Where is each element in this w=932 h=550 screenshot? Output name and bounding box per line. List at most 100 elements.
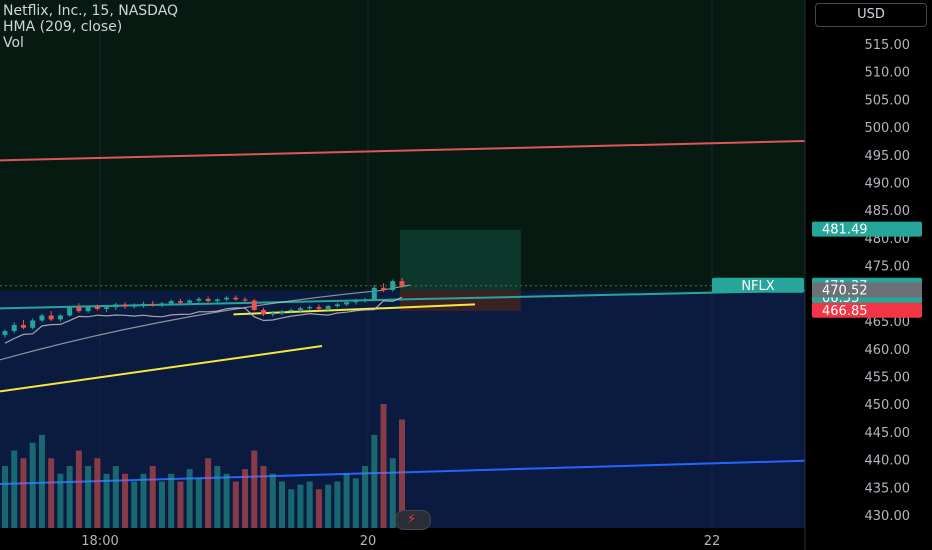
candle-body xyxy=(20,324,26,328)
candle-body xyxy=(113,304,119,308)
y-tick-label: 465.00 xyxy=(865,315,911,330)
candle-body xyxy=(39,315,45,321)
volume-bar xyxy=(20,458,27,528)
volume-bar xyxy=(131,481,138,528)
candle-body xyxy=(251,300,257,310)
volume-bar xyxy=(362,466,369,528)
y-tick-label: 490.00 xyxy=(865,177,911,192)
volume-bar xyxy=(223,473,230,528)
red-trendline xyxy=(0,139,806,162)
candle-body xyxy=(2,331,8,335)
y-tick-label: 485.00 xyxy=(865,204,911,219)
candle-body xyxy=(353,300,359,303)
candle-body xyxy=(104,307,110,309)
candle-body xyxy=(131,304,137,307)
candle-body xyxy=(242,299,248,301)
x-tick-label: 18:00 xyxy=(81,534,118,549)
candle-body xyxy=(67,307,73,316)
candle-body xyxy=(307,307,313,309)
volume-bar xyxy=(103,473,110,528)
candle-body xyxy=(334,304,340,307)
volume-bar xyxy=(2,466,8,528)
candle-body xyxy=(288,309,294,312)
flash-button[interactable]: ⚡ xyxy=(395,510,431,530)
y-tick-label: 500.00 xyxy=(865,121,911,136)
candle-body xyxy=(214,299,220,302)
candle-body xyxy=(168,301,174,304)
candle-body xyxy=(362,299,368,301)
volume-bar xyxy=(288,489,295,528)
y-tick-label: 495.00 xyxy=(865,149,911,164)
hma-line xyxy=(4,296,403,344)
y-tick-label: 460.00 xyxy=(865,343,911,358)
legend-symbol[interactable]: Netflix, Inc., 15, NASDAQ xyxy=(3,3,179,19)
candle-body xyxy=(187,300,193,303)
volume-bar xyxy=(122,473,129,528)
candle-body xyxy=(196,298,202,301)
volume-bar xyxy=(85,466,92,528)
candle-body xyxy=(159,303,165,306)
y-tick-label: 515.00 xyxy=(865,38,911,53)
volume-bar xyxy=(38,435,45,528)
volume-bar xyxy=(232,481,239,528)
currency-button[interactable]: USD xyxy=(815,3,927,27)
volume-bar xyxy=(352,478,359,528)
candle-body xyxy=(122,304,128,307)
candle-body xyxy=(399,281,405,286)
volume-bar xyxy=(389,458,396,528)
yellow-line-lower xyxy=(0,345,323,393)
candle-body xyxy=(371,287,377,300)
y-tick-label: 430.00 xyxy=(865,509,911,524)
volume-bar xyxy=(177,481,184,528)
candle-body xyxy=(140,303,146,305)
candle-body xyxy=(48,315,54,320)
volume-bar xyxy=(214,466,221,528)
hma-line-long xyxy=(0,284,411,361)
price-label-stop-text: 466.85 xyxy=(822,304,868,319)
x-tick-label: 22 xyxy=(704,534,721,549)
legend-volume[interactable]: Vol xyxy=(3,35,24,51)
legend-indicator[interactable]: HMA (209, close) xyxy=(3,19,123,35)
y-tick-label: 435.00 xyxy=(865,481,911,496)
volume-bar xyxy=(158,481,165,528)
volume-bar xyxy=(29,442,36,528)
symbol-tag-text: NFLX xyxy=(741,279,774,294)
candle-body xyxy=(76,307,82,312)
volume-bar xyxy=(260,466,267,528)
volume-bar xyxy=(112,466,119,528)
symbol-tag xyxy=(712,277,804,293)
candle-body xyxy=(270,312,276,315)
candle-body xyxy=(94,306,100,309)
price-label-stop xyxy=(812,302,922,318)
candle-body xyxy=(85,306,91,312)
volume-bar xyxy=(334,481,341,528)
candle-body xyxy=(279,311,285,313)
volume-bar xyxy=(297,484,304,528)
volume-bar xyxy=(205,458,212,528)
volume-bar xyxy=(57,473,64,528)
volume-bar xyxy=(140,473,147,528)
candle-body xyxy=(57,315,63,320)
candle-body xyxy=(297,308,303,310)
y-tick-label: 440.00 xyxy=(865,454,911,469)
volume-bar xyxy=(278,481,285,528)
price-label-entry xyxy=(812,282,922,298)
price-label-target-text: 481.49 xyxy=(822,223,868,238)
candle-body xyxy=(316,307,322,309)
volume-bar xyxy=(343,473,350,528)
volume-bar xyxy=(371,435,378,528)
x-tick-label: 20 xyxy=(360,534,377,549)
candle-body xyxy=(224,297,230,300)
candle-body xyxy=(233,297,239,300)
volume-bar xyxy=(242,469,249,528)
volume-bar xyxy=(269,473,276,528)
volume-bar xyxy=(11,450,18,528)
candle-body xyxy=(205,298,211,302)
volume-bar xyxy=(149,466,156,528)
volume-bar xyxy=(306,481,313,528)
volume-bar xyxy=(251,450,258,528)
time-axis xyxy=(0,528,932,550)
candle-body xyxy=(261,309,267,315)
